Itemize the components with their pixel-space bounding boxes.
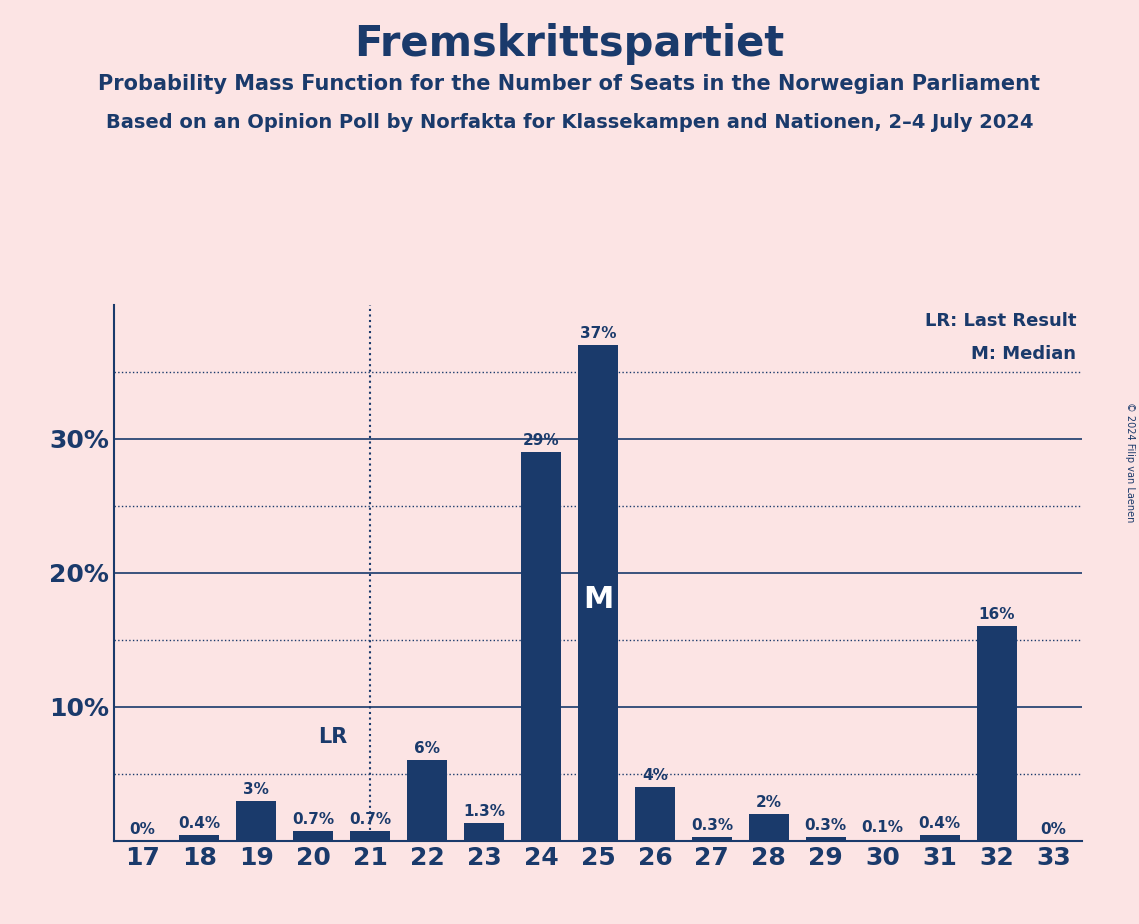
Bar — [691, 837, 731, 841]
Text: Fremskrittspartiet: Fremskrittspartiet — [354, 23, 785, 65]
Bar — [521, 453, 560, 841]
Bar — [634, 787, 674, 841]
Text: 16%: 16% — [978, 607, 1015, 623]
Bar — [748, 814, 788, 841]
Text: 0.4%: 0.4% — [179, 817, 220, 832]
Text: Probability Mass Function for the Number of Seats in the Norwegian Parliament: Probability Mass Function for the Number… — [98, 74, 1041, 94]
Text: LR: LR — [318, 727, 347, 747]
Bar — [919, 835, 959, 841]
Bar — [293, 832, 333, 841]
Text: 0.7%: 0.7% — [293, 812, 334, 828]
Text: 6%: 6% — [415, 741, 440, 757]
Text: 37%: 37% — [580, 326, 616, 341]
Text: 4%: 4% — [642, 768, 667, 784]
Text: 1.3%: 1.3% — [464, 805, 505, 820]
Bar — [464, 823, 503, 841]
Bar — [179, 835, 219, 841]
Bar — [863, 840, 902, 841]
Text: 0%: 0% — [130, 821, 155, 837]
Text: 0.3%: 0.3% — [691, 818, 732, 833]
Text: LR: Last Result: LR: Last Result — [925, 311, 1076, 330]
Bar — [407, 760, 446, 841]
Bar — [236, 800, 276, 841]
Text: 2%: 2% — [756, 795, 781, 810]
Text: 0%: 0% — [1041, 821, 1066, 837]
Text: Based on an Opinion Poll by Norfakta for Klassekampen and Nationen, 2–4 July 202: Based on an Opinion Poll by Norfakta for… — [106, 113, 1033, 132]
Bar — [350, 832, 390, 841]
Text: 0.7%: 0.7% — [350, 812, 391, 828]
Text: © 2024 Filip van Laenen: © 2024 Filip van Laenen — [1125, 402, 1134, 522]
Text: 3%: 3% — [244, 782, 269, 796]
Bar — [805, 837, 845, 841]
Text: M: M — [583, 585, 613, 614]
Text: 0.1%: 0.1% — [862, 821, 903, 835]
Bar — [976, 626, 1016, 841]
Text: 0.3%: 0.3% — [805, 818, 846, 833]
Text: 0.4%: 0.4% — [919, 817, 960, 832]
Text: 29%: 29% — [523, 433, 559, 448]
Text: M: Median: M: Median — [972, 346, 1076, 363]
Bar — [577, 346, 617, 841]
